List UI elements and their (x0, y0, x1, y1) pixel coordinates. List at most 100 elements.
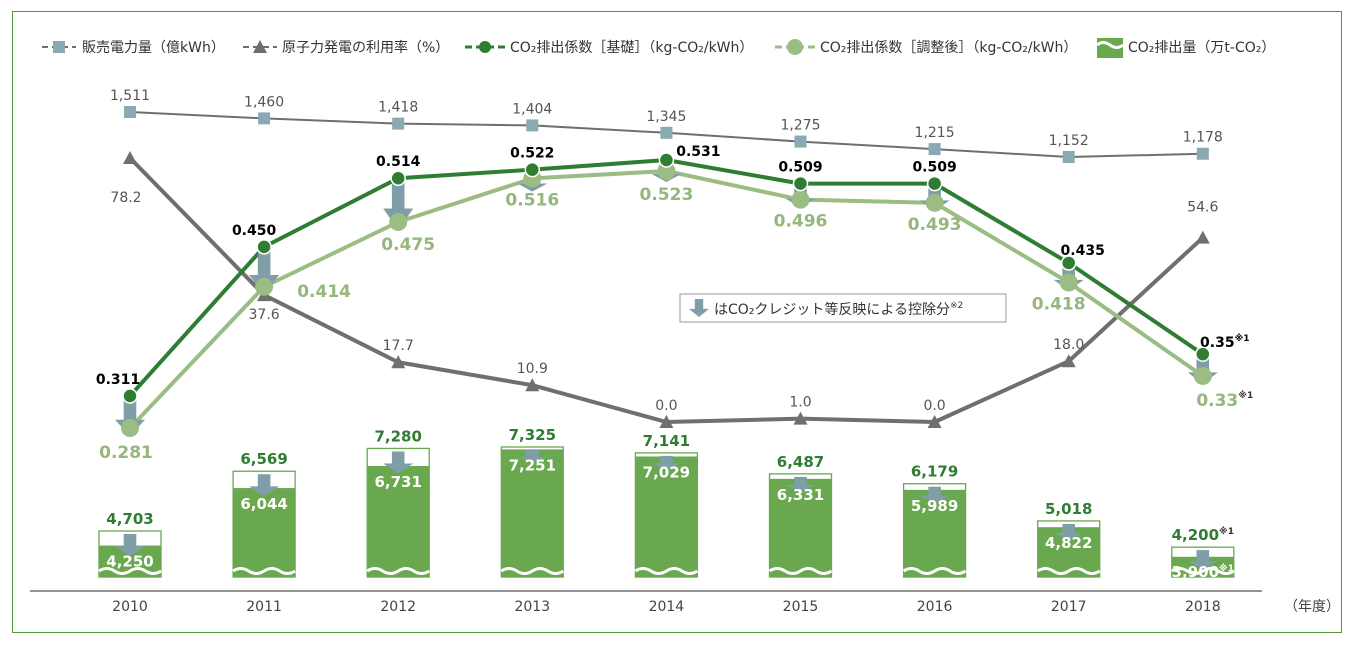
bar-arrow-2010 (115, 534, 145, 557)
nuclear-point-2013 (525, 378, 540, 392)
base-point-2010 (122, 388, 138, 404)
base-label-2013: 0.522 (510, 146, 554, 162)
base-point-2015 (792, 175, 809, 192)
legend-adjusted-label: CO₂排出係数［調整後］（kg-CO₂/kWh） (820, 40, 1077, 56)
x-tick-2012: 2012 (380, 599, 416, 615)
nuclear-label-2014: 0.0 (655, 398, 677, 414)
x-tick-2010: 2010 (112, 599, 148, 615)
emission-total-label-2015: 6,487 (777, 453, 824, 471)
emission-adjusted-label-2012: 6,731 (374, 473, 421, 491)
adjusted-point-2015 (791, 190, 810, 209)
base-point-2014 (658, 152, 675, 168)
bar-arrow-2012 (383, 451, 414, 474)
sales-point-2013 (526, 119, 539, 132)
x-tick-2017: 2017 (1051, 599, 1087, 615)
nuclear-point-2015 (793, 411, 808, 425)
sales-point-2015 (794, 135, 807, 148)
sales-label-2018: 1,178 (1183, 130, 1223, 146)
base-footnote-2018: ※1 (1235, 333, 1250, 344)
emission-total-label-2017: 5,018 (1045, 500, 1092, 518)
base-label-2018: 0.35※1 (1200, 333, 1250, 351)
sales-label-2016: 1,215 (915, 125, 955, 141)
x-tick-2016: 2016 (917, 599, 953, 615)
emission-total-label-2014: 7,141 (643, 432, 690, 450)
adjusted-footnote-2018: ※1 (1238, 390, 1253, 401)
adjusted-point-2014 (657, 162, 676, 180)
bar-arrow-2014 (651, 455, 682, 470)
adjusted-label-2010: 0.281 (99, 443, 153, 463)
adjusted-point-2011 (255, 277, 274, 296)
bar-adjusted-2012 (367, 466, 430, 577)
nuclear-label-2016: 0.0 (923, 398, 945, 414)
bar-arrow-2016 (919, 486, 950, 503)
nuclear-point-2014 (659, 415, 674, 428)
bar-adjusted-2015 (769, 478, 832, 577)
bar-adjusted-2013 (501, 449, 564, 577)
base-label-2010: 0.311 (96, 372, 140, 388)
chart-frame (12, 11, 1342, 633)
emission-bars (98, 446, 1235, 578)
base-point-2012 (390, 170, 406, 186)
sales-label-2014: 1,345 (646, 109, 686, 125)
base-point-2018 (1195, 346, 1211, 362)
legend-nuclear-label: 原子力発電の利用率（%） (282, 39, 449, 56)
sales-point-2010 (124, 106, 136, 118)
nuclear-label-2018: 54.6 (1187, 200, 1218, 216)
bar-break-2013 (500, 567, 565, 575)
sales-point-2016 (928, 143, 941, 156)
x-tick-2013: 2013 (514, 599, 550, 615)
credit-note: はCO₂クレジット等反映による控除分※2 (679, 293, 1007, 323)
legend: 販売電力量（億kWh） 原子力発電の利用率（%） CO₂排出係数［基礎］（kg-CO… (42, 38, 1275, 58)
base-point-2013 (524, 161, 541, 178)
x-axis: 2010 2011 2012 2013 2014 2015 2016 2017 2018 （年度） (30, 590, 1340, 615)
emission-total-label-2010: 4,703 (106, 510, 153, 528)
x-tick-2014: 2014 (649, 599, 685, 615)
base-label-2017: 0.435 (1061, 243, 1105, 259)
nuclear-label-2011: 37.6 (249, 307, 280, 323)
legend-sales-marker (53, 41, 65, 53)
emission-adjusted-label-2018: 3,900※1 (1172, 563, 1234, 581)
bar-arrow-2011 (249, 474, 280, 497)
legend-adjusted-marker (787, 39, 803, 55)
legend-nuclear-marker (253, 40, 267, 53)
base-label-2016: 0.509 (912, 160, 956, 176)
bar-break-2012 (366, 567, 431, 575)
adjusted-label-2011: 0.414 (297, 282, 351, 302)
bar-arrow-2018 (1187, 550, 1218, 570)
adjusted-point-2018 (1193, 366, 1212, 385)
bar-adjusted-2014 (635, 456, 698, 577)
base-label-2012: 0.514 (376, 154, 421, 170)
x-tick-2011: 2011 (246, 599, 282, 615)
line-series (115, 106, 1218, 437)
adjusted-point-2010 (121, 419, 139, 437)
note-text: はCO₂クレジット等反映による控除分※2 (714, 301, 963, 318)
emission-adjusted-label-2015: 6,331 (777, 486, 824, 504)
nuclear-label-2015: 1.0 (789, 395, 811, 411)
emission-adjusted-label-2016: 5,989 (911, 497, 958, 515)
base-point-2011 (256, 239, 272, 255)
sales-label-2011: 1,460 (244, 94, 284, 110)
x-tick-2015: 2015 (783, 599, 819, 615)
bar-arrow-2015 (785, 476, 816, 492)
emission-total-label-2016: 6,179 (911, 463, 958, 481)
adjusted-point-2017 (1059, 273, 1078, 292)
sales-label-2013: 1,404 (512, 101, 552, 117)
adjusted-point-2016 (925, 193, 944, 212)
sales-point-2014 (660, 126, 673, 139)
legend-base-label: CO₂排出係数［基礎］（kg-CO₂/kWh） (510, 39, 753, 56)
nuclear-point-2010 (123, 151, 137, 164)
nuclear-label-2013: 10.9 (517, 361, 548, 377)
emission-footnote-2018: ※1 (1219, 526, 1234, 537)
emission-adjusted-label-2010: 4,250 (106, 553, 153, 571)
nuclear-label-2010: 78.2 (110, 190, 141, 206)
nuclear-point-2018 (1195, 230, 1210, 244)
base-label-2015: 0.509 (778, 160, 822, 176)
bar-break-2016 (902, 567, 967, 575)
x-axis-unit: （年度） (1284, 599, 1340, 615)
bar-adjusted-2016 (903, 489, 966, 577)
sales-label-2010: 1,511 (110, 88, 150, 104)
base-point-2017 (1060, 255, 1077, 271)
bar-break-2011 (232, 567, 296, 575)
adjusted-label-2018: 0.33※1 (1196, 390, 1253, 411)
sales-point-2012 (392, 117, 405, 130)
